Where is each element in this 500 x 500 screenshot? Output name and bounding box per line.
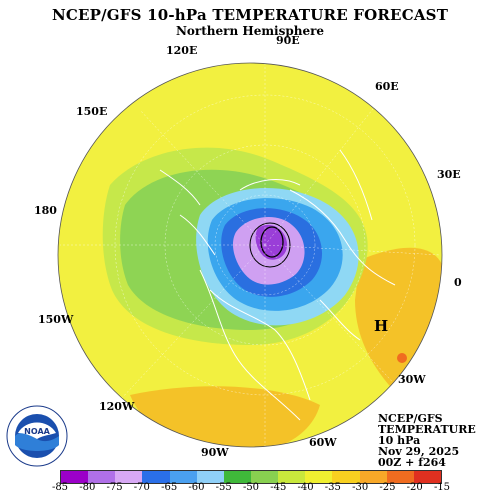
info-level: 10 hPa: [378, 434, 421, 447]
legend-swatch: [223, 471, 251, 483]
legend-swatch: [332, 471, 360, 483]
hot-spot: [397, 353, 407, 363]
noaa-logo-icon: NOAA: [6, 405, 68, 467]
legend-tick-label: -25: [379, 482, 396, 493]
temperature-field: [60, 63, 442, 447]
contour-line: [260, 226, 284, 258]
legend-swatch: [359, 471, 387, 483]
legend-swatch: [278, 471, 306, 483]
legend-swatch: [386, 471, 414, 483]
legend-swatch: [413, 471, 441, 483]
legend-swatch: [169, 471, 197, 483]
legend-swatch: [196, 471, 224, 483]
lon-label-120e: 120E: [166, 44, 198, 57]
map-title: NCEP/GFS 10-hPa TEMPERATURE FORECAST: [51, 6, 449, 24]
legend-swatch: [250, 471, 279, 483]
info-date: Nov 29, 2025: [378, 445, 460, 458]
orange-region-south: [130, 386, 320, 447]
legend-tick-label: -35: [324, 482, 341, 493]
lon-label-120w: 120W: [99, 400, 135, 413]
legend-tick-label: -75: [106, 482, 123, 493]
graticule: [60, 63, 441, 447]
lon-label-150w: 150W: [38, 313, 74, 326]
legend-tick-label: -65: [161, 482, 178, 493]
info-variable: TEMPERATURE: [378, 423, 476, 436]
logo-text: NOAA: [24, 427, 50, 436]
contour-line-outer: [249, 222, 291, 268]
lon-label-60e: 60E: [375, 80, 399, 93]
info-forecast-hour: 00Z + f264: [378, 456, 446, 469]
lon-label-180: 180: [34, 204, 57, 217]
legend-tick-label: -40: [297, 482, 314, 493]
legend-tick-label: -55: [215, 482, 232, 493]
legend-tick-label: -50: [242, 482, 260, 493]
legend-tick-label: -80: [79, 482, 96, 493]
legend-swatch: [88, 471, 116, 483]
legend-tick-label: -15: [433, 482, 451, 493]
legend-tick-label: -70: [133, 482, 150, 493]
legend-tick-label: -45: [270, 482, 287, 493]
legend-tick-label: -30: [352, 482, 369, 493]
lon-label-90e: 90E: [276, 34, 300, 47]
lon-label-90w: 90W: [201, 446, 229, 459]
legend-swatch: [115, 471, 143, 483]
legend-tick-label: -20: [406, 482, 423, 493]
legend-tick-label: -60: [188, 482, 205, 493]
coastlines: [159, 149, 396, 421]
legend-swatch: [305, 471, 333, 483]
lon-label-0: 0: [454, 276, 462, 289]
lon-label-150e: 150E: [76, 105, 108, 118]
legend-tick-label: -85: [51, 482, 69, 493]
legend-swatch: [142, 471, 170, 483]
color-legend: [60, 470, 442, 484]
map-subtitle: Northern Hemisphere: [175, 24, 325, 38]
legend-swatch: [61, 471, 89, 483]
lon-label-30w: 30W: [398, 373, 426, 386]
high-pressure-marker: H: [374, 317, 389, 335]
lon-label-30e: 30E: [437, 168, 461, 181]
lon-label-60w: 60W: [309, 436, 337, 449]
info-source: NCEP/GFS: [378, 412, 443, 425]
